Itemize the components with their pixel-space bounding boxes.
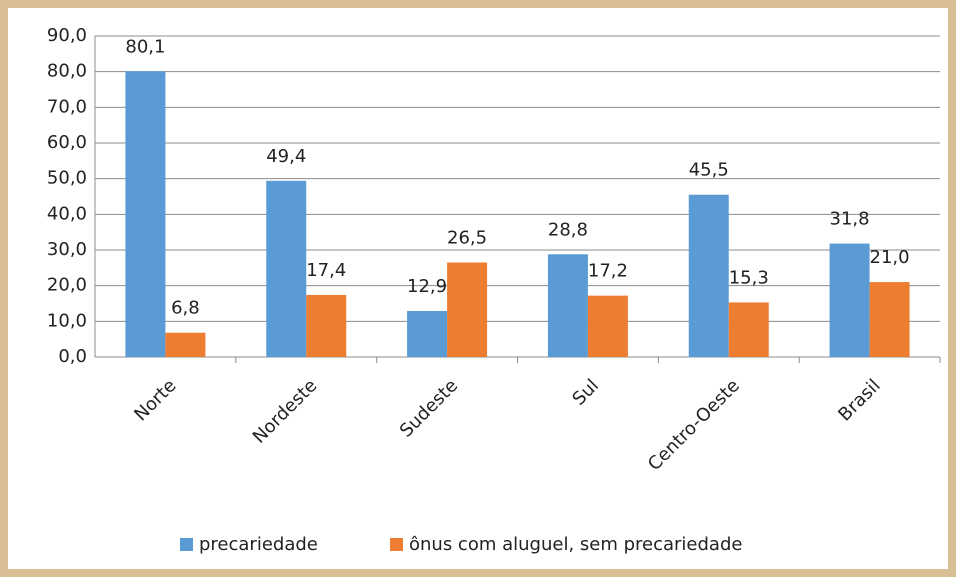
y-tick-label: 40,0 — [47, 203, 87, 224]
value-label: 45,5 — [689, 160, 729, 181]
bar — [829, 243, 870, 357]
value-label: 80,1 — [125, 36, 165, 57]
value-label: 49,4 — [266, 146, 306, 167]
legend-swatch — [180, 538, 193, 551]
bar — [587, 295, 628, 357]
value-label: 17,4 — [306, 260, 346, 281]
value-label: 15,3 — [729, 267, 769, 288]
bar — [306, 294, 347, 357]
y-tick-label: 50,0 — [47, 168, 87, 189]
y-tick-label: 30,0 — [47, 239, 87, 260]
bar — [688, 194, 729, 357]
y-tick-label: 0,0 — [58, 346, 87, 367]
y-tick-label: 90,0 — [47, 25, 87, 46]
y-tick-label: 20,0 — [47, 275, 87, 296]
y-tick-label: 10,0 — [47, 310, 87, 331]
bar — [125, 71, 166, 357]
legend-swatch — [390, 538, 403, 551]
y-tick-label: 60,0 — [47, 132, 87, 153]
bar — [407, 310, 448, 357]
y-tick-label: 70,0 — [47, 96, 87, 117]
value-label: 12,9 — [407, 276, 447, 297]
bar — [728, 302, 769, 357]
legend-label: ônus com aluguel, sem precariedade — [409, 534, 742, 555]
bar — [165, 332, 206, 357]
bar — [547, 254, 588, 357]
bar — [869, 282, 910, 357]
value-label: 26,5 — [447, 227, 487, 248]
bar — [447, 262, 488, 357]
value-label: 21,0 — [870, 247, 910, 268]
bar — [266, 180, 307, 357]
value-label: 17,2 — [588, 261, 628, 282]
value-label: 31,8 — [830, 209, 870, 230]
value-label: 6,8 — [171, 298, 200, 319]
legend-label: precariedade — [199, 534, 318, 555]
y-tick-label: 80,0 — [47, 61, 87, 82]
value-label: 28,8 — [548, 219, 588, 240]
